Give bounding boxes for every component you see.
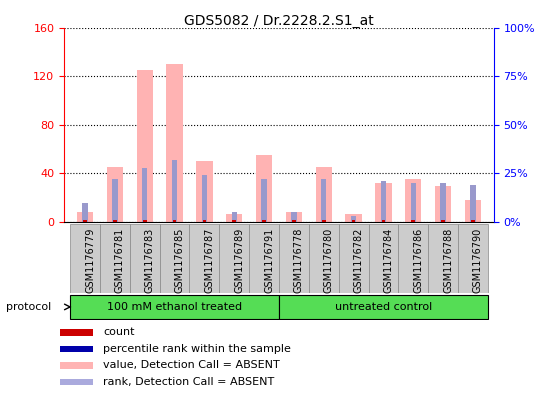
Bar: [352, 220, 355, 222]
Bar: [470, 185, 475, 222]
Bar: [428, 224, 458, 293]
Bar: [351, 216, 356, 222]
Bar: [279, 295, 488, 319]
Text: GSM1176786: GSM1176786: [413, 228, 424, 293]
Bar: [292, 220, 296, 222]
Bar: [339, 224, 368, 293]
Bar: [83, 203, 88, 222]
Bar: [143, 220, 147, 222]
Text: GSM1176788: GSM1176788: [443, 228, 453, 293]
Text: 100 mM ethanol treated: 100 mM ethanol treated: [107, 302, 242, 312]
Bar: [232, 212, 237, 222]
Bar: [60, 378, 93, 386]
Bar: [60, 345, 93, 353]
Bar: [322, 220, 325, 222]
Bar: [77, 212, 93, 222]
Bar: [440, 183, 446, 222]
Bar: [100, 224, 130, 293]
Bar: [405, 180, 421, 222]
Text: GSM1176782: GSM1176782: [354, 228, 364, 293]
Bar: [279, 224, 309, 293]
Bar: [173, 220, 176, 222]
Bar: [70, 224, 100, 293]
Bar: [286, 212, 302, 222]
Bar: [130, 224, 160, 293]
Bar: [113, 220, 117, 222]
Bar: [233, 220, 236, 222]
Text: GSM1176780: GSM1176780: [324, 228, 334, 293]
Bar: [458, 224, 488, 293]
Bar: [137, 70, 153, 222]
Text: GDS5082 / Dr.2228.2.S1_at: GDS5082 / Dr.2228.2.S1_at: [184, 14, 374, 28]
Bar: [70, 295, 279, 319]
Text: GSM1176784: GSM1176784: [383, 228, 393, 293]
Bar: [203, 220, 206, 222]
Bar: [166, 64, 183, 222]
Bar: [398, 224, 428, 293]
Bar: [60, 362, 93, 369]
Bar: [112, 179, 118, 222]
Bar: [142, 167, 147, 222]
Bar: [160, 224, 190, 293]
Bar: [465, 200, 481, 222]
Bar: [190, 224, 219, 293]
Bar: [261, 179, 267, 222]
Bar: [219, 224, 249, 293]
Text: count: count: [103, 327, 135, 338]
Text: GSM1176791: GSM1176791: [264, 228, 274, 293]
Bar: [262, 220, 266, 222]
Text: GSM1176779: GSM1176779: [85, 228, 95, 293]
Text: value, Detection Call = ABSENT: value, Detection Call = ABSENT: [103, 360, 280, 371]
Bar: [411, 220, 415, 222]
Bar: [202, 175, 207, 222]
Bar: [435, 185, 451, 222]
Text: GSM1176789: GSM1176789: [234, 228, 244, 293]
Bar: [172, 160, 177, 222]
Text: GSM1176787: GSM1176787: [204, 228, 214, 293]
Bar: [411, 183, 416, 222]
Bar: [382, 220, 385, 222]
Bar: [107, 167, 123, 222]
Bar: [226, 213, 242, 222]
Text: protocol: protocol: [6, 302, 51, 312]
Bar: [471, 220, 475, 222]
Bar: [196, 161, 213, 222]
Text: GSM1176783: GSM1176783: [145, 228, 155, 293]
Bar: [375, 183, 392, 222]
Bar: [345, 213, 362, 222]
Text: untreated control: untreated control: [335, 302, 432, 312]
Text: percentile rank within the sample: percentile rank within the sample: [103, 344, 291, 354]
Bar: [60, 329, 93, 336]
Text: GSM1176778: GSM1176778: [294, 228, 304, 293]
Text: GSM1176781: GSM1176781: [115, 228, 125, 293]
Bar: [368, 224, 398, 293]
Bar: [441, 220, 445, 222]
Text: GSM1176785: GSM1176785: [175, 228, 185, 293]
Bar: [321, 179, 326, 222]
Bar: [291, 212, 297, 222]
Bar: [249, 224, 279, 293]
Bar: [316, 167, 332, 222]
Bar: [381, 181, 386, 222]
Text: rank, Detection Call = ABSENT: rank, Detection Call = ABSENT: [103, 377, 275, 387]
Bar: [83, 220, 87, 222]
Bar: [256, 155, 272, 222]
Bar: [309, 224, 339, 293]
Text: GSM1176790: GSM1176790: [473, 228, 483, 293]
